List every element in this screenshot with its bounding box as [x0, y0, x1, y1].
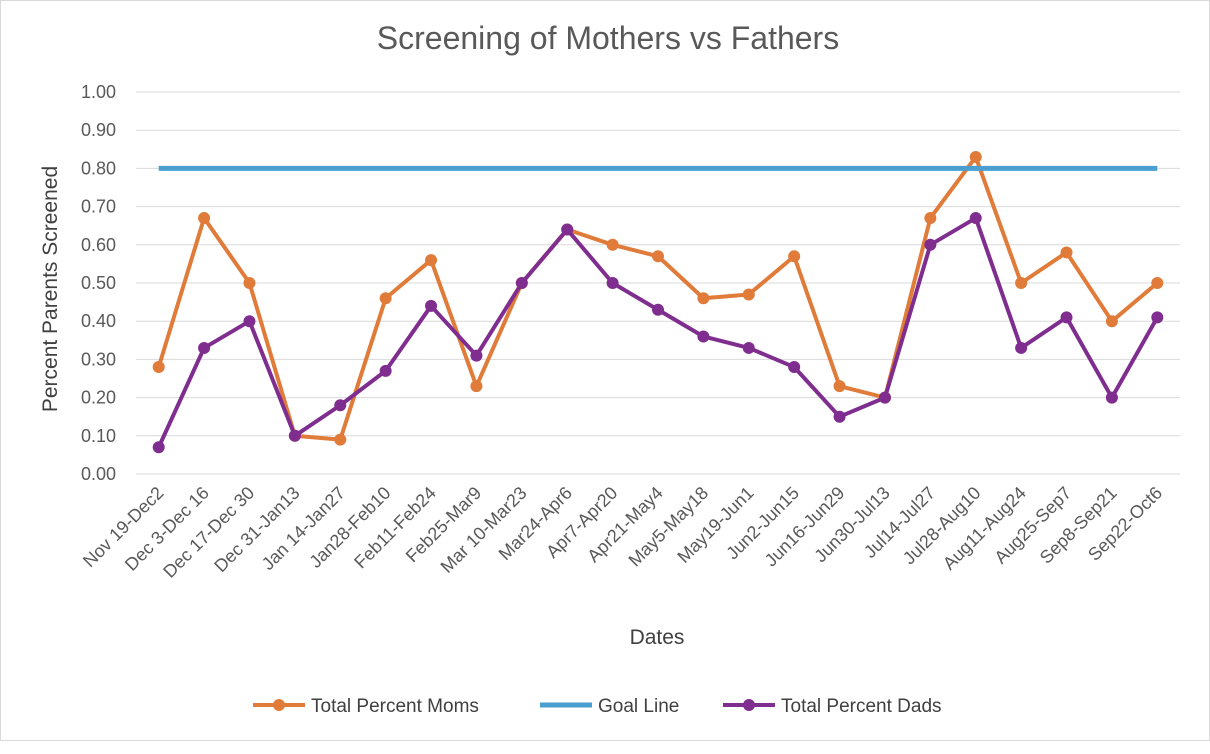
x-axis-title: Dates: [630, 626, 685, 649]
data-point: [515, 277, 528, 289]
y-tick-label: 0.00: [81, 464, 116, 484]
y-tick-label: 1.00: [81, 82, 116, 102]
data-point: [425, 299, 438, 312]
y-tick-label: 0.70: [81, 197, 116, 217]
data-point: [425, 254, 438, 267]
y-tick-label: 0.80: [81, 158, 116, 178]
data-point: [1060, 311, 1073, 324]
y-tick-label: 0.50: [81, 273, 116, 293]
data-point: [379, 292, 392, 305]
data-point: [152, 361, 165, 374]
data-point: [606, 238, 619, 251]
data-point: [334, 399, 347, 412]
data-point: [878, 391, 891, 404]
y-tick-label: 0.60: [81, 235, 116, 255]
data-point: [243, 277, 256, 289]
data-point: [969, 212, 982, 225]
data-point: [1060, 246, 1073, 259]
data-point: [788, 250, 801, 263]
y-axis-ticks: 0.00 0.10 0.20 0.30 0.40 0.50 0.60 0.70 0.80 0.90…: [81, 82, 116, 484]
y-axis-title: Percent Parents Screened: [39, 166, 62, 412]
data-point: [1151, 311, 1164, 324]
data-point: [152, 441, 165, 454]
chart-title: Screening of Mothers vs Fathers: [377, 20, 839, 56]
data-point: [334, 433, 347, 446]
legend-label: Goal Line: [598, 696, 679, 717]
data-point: [561, 223, 574, 236]
data-point: [788, 361, 801, 374]
data-point: [470, 349, 483, 362]
data-point: [742, 341, 755, 354]
data-point: [833, 410, 846, 423]
legend-label: Total Percent Dads: [781, 696, 942, 717]
data-point: [924, 238, 937, 251]
data-point: [1015, 341, 1028, 354]
y-tick-label: 0.10: [81, 426, 116, 446]
y-tick-label: 0.30: [81, 349, 116, 369]
legend-swatch-marker: [743, 699, 755, 711]
data-point: [198, 212, 211, 225]
legend-label: Total Percent Moms: [311, 696, 479, 717]
data-point: [652, 250, 664, 263]
data-point: [1015, 277, 1028, 289]
series-group: [152, 150, 1164, 446]
data-point: [1105, 315, 1118, 328]
data-point: [697, 330, 710, 343]
legend-item: Total Percent Dads: [723, 696, 942, 717]
data-point: [742, 288, 755, 301]
data-point: [652, 303, 664, 316]
data-point: [1151, 277, 1164, 289]
data-point: [198, 341, 211, 354]
series-layer: [152, 150, 1164, 454]
data-point: [697, 292, 710, 305]
data-point: [470, 380, 483, 393]
data-point: [606, 277, 619, 289]
data-point: [288, 429, 301, 442]
legend-item: Total Percent Moms: [253, 696, 479, 717]
data-point: [833, 380, 846, 393]
data-point: [379, 364, 392, 377]
data-point: [243, 315, 256, 328]
legend-item: Goal Line: [540, 696, 679, 717]
y-tick-label: 0.20: [81, 388, 116, 408]
y-tick-label: 0.90: [81, 120, 116, 140]
data-point: [969, 150, 982, 163]
legend-swatch-marker: [273, 699, 285, 711]
data-point: [1105, 391, 1118, 404]
y-tick-label: 0.40: [81, 311, 116, 331]
series-group: [152, 212, 1164, 454]
legend: Total Percent Moms Goal Line Total Percent…: [253, 696, 942, 717]
data-point: [924, 212, 937, 225]
